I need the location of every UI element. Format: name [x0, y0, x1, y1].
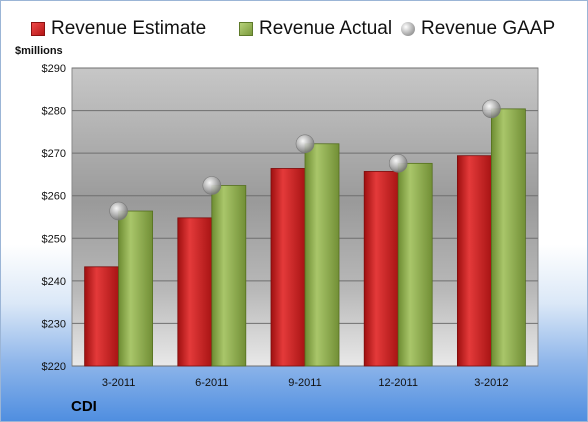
- bar-revenue-estimate: [363, 171, 399, 367]
- y-tick-label: $250: [42, 233, 66, 245]
- x-tick-label: 9-2011: [288, 377, 321, 389]
- bar-revenue-actual: [490, 108, 526, 367]
- marker-revenue-gaap: [482, 99, 501, 119]
- legend-swatch-gaap: [401, 22, 415, 36]
- legend-item-estimate: Revenue Estimate: [31, 15, 206, 43]
- x-tick-label: 3-2011: [102, 377, 135, 389]
- bar-revenue-actual: [397, 162, 433, 367]
- chart-legend: Revenue Estimate Revenue Actual Revenue …: [1, 15, 588, 43]
- legend-swatch-actual: [239, 22, 253, 36]
- bar-revenue-estimate: [177, 217, 213, 367]
- y-tick-label: $260: [42, 191, 66, 203]
- bar-revenue-estimate: [456, 155, 492, 367]
- x-tick-label: 12-2011: [378, 377, 418, 389]
- x-tick-label: 3-2012: [474, 377, 508, 389]
- y-tick-label: $270: [42, 148, 66, 160]
- marker-revenue-gaap: [388, 154, 408, 173]
- marker-revenue-gaap: [109, 201, 128, 221]
- bar-revenue-estimate: [84, 266, 119, 367]
- legend-swatch-estimate: [31, 22, 45, 36]
- legend-item-gaap: Revenue GAAP: [401, 15, 555, 43]
- legend-label-gaap: Revenue GAAP: [421, 18, 556, 39]
- bar-revenue-actual: [304, 143, 340, 367]
- y-axis-units-label: $millions: [15, 45, 63, 57]
- company-label: CDI: [71, 398, 97, 415]
- marker-revenue-gaap: [295, 134, 315, 154]
- bar-revenue-estimate: [270, 168, 306, 367]
- y-tick-label: $230: [42, 318, 66, 330]
- legend-label-actual: Revenue Actual: [259, 18, 393, 39]
- marker-revenue-gaap: [202, 176, 222, 195]
- y-tick-label: $220: [42, 361, 66, 373]
- y-tick-label: $240: [42, 276, 66, 288]
- bar-revenue-actual: [118, 210, 153, 367]
- y-tick-label: $280: [42, 106, 66, 118]
- legend-label-estimate: Revenue Estimate: [51, 18, 207, 39]
- y-tick-label: $290: [42, 63, 66, 75]
- bar-revenue-actual: [211, 185, 247, 367]
- x-tick-label: 6-2011: [195, 377, 228, 389]
- legend-item-actual: Revenue Actual: [239, 15, 392, 43]
